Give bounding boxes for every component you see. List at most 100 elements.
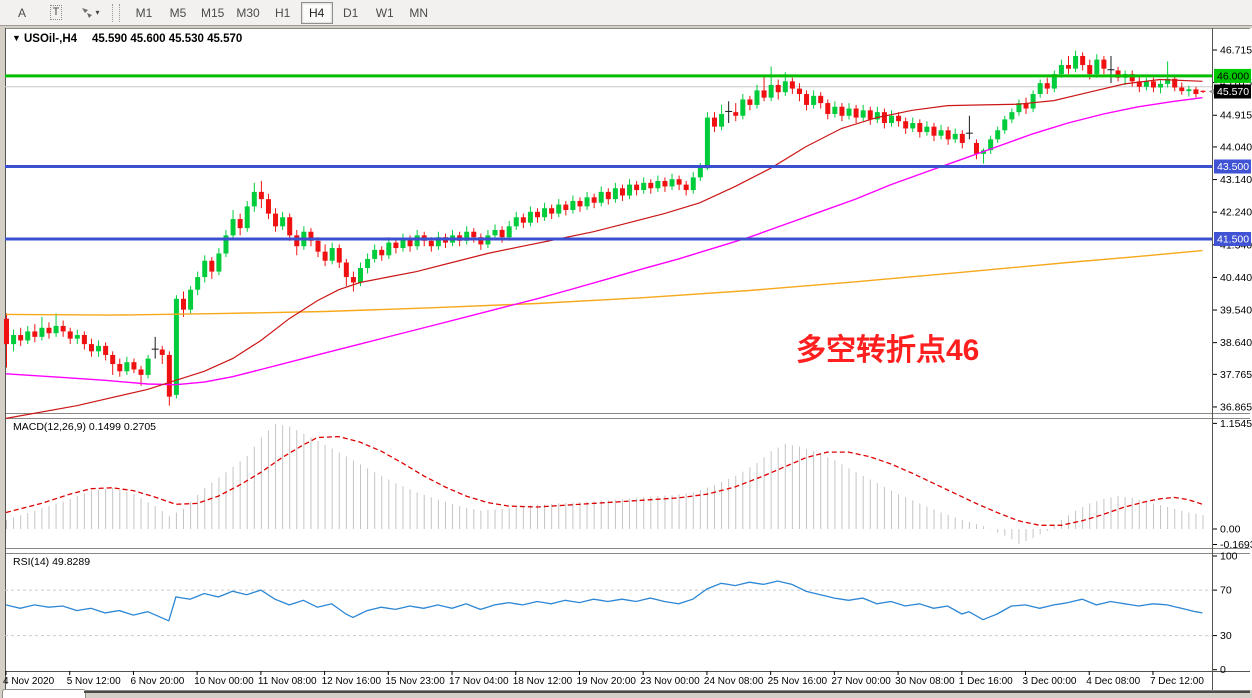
candle-body [96,345,102,352]
collapse-arrow-icon[interactable]: ▼ [12,33,21,43]
date-axis-label: 5 Nov 12:00 [67,676,121,687]
candle-body [223,235,229,254]
timeframe-M1[interactable]: M1 [135,5,153,20]
candle-body [761,90,767,98]
candle-body [1058,65,1064,75]
candle-body [513,217,519,227]
chart-tab[interactable] [2,689,86,698]
candle-body [393,242,399,249]
candle-body [662,181,668,187]
ma-slow-line[interactable] [5,249,1203,316]
chart-canvas[interactable]: 46.71545.81544.91544.04043.14042.24041.3… [0,26,1252,698]
candle-body [945,130,951,140]
candle-body [924,126,930,133]
chart-annotation-text[interactable]: 多空转折点46 [796,334,979,367]
candle-body [209,260,215,272]
timeframe-H1[interactable]: H1 [275,5,291,20]
date-axis-label: 19 Nov 20:00 [576,676,636,687]
candle-body [959,133,965,143]
candle-body [138,369,144,375]
ma-fast-line[interactable] [5,78,1203,419]
timeframe-M15[interactable]: M15 [201,5,225,20]
candle-body [542,208,548,218]
dotted-t-icon: T [49,5,63,20]
candle-body [655,181,661,189]
candle-body [527,211,533,223]
candle-body [669,179,675,187]
candle-body [1193,89,1199,95]
candle-body [796,88,802,95]
candle-body [605,191,611,200]
price-axis[interactable]: 46.71545.81544.91544.04043.14042.24041.3… [1213,45,1252,414]
timeframe-M30[interactable]: M30 [236,5,260,20]
tab-bar-divider [84,691,1250,693]
candle-body [874,112,880,120]
candle-body [471,231,477,238]
candle-body [386,242,392,256]
candle-body [74,335,80,339]
candle-body [549,208,555,214]
candle-body [294,235,300,247]
candle-body [244,206,250,229]
price-axis-label: 44.040 [1220,141,1252,153]
macd-axis-label: 1.1545 [1220,418,1252,430]
date-axis-label: 4 Dec 08:00 [1086,676,1140,687]
toolbar-grip[interactable] [112,3,120,22]
candle-body [690,177,696,191]
candle-body [67,331,73,339]
candle-body [1087,65,1093,75]
candle-body [832,106,838,114]
candle-body [379,249,385,256]
text-label-tool-button[interactable]: A [17,5,26,20]
candle-body [11,335,17,345]
draw-arrows-button[interactable]: ▾ [74,2,106,24]
text-box-tool-button[interactable]: T [40,2,72,24]
candle-body [478,237,484,245]
candle-body [110,354,116,365]
timeframe-D1[interactable]: D1 [343,5,359,20]
candle-body [1172,78,1178,88]
candle-body [230,219,236,236]
candle-body [329,248,335,261]
candle-body [464,231,470,241]
candle-body [1129,74,1135,82]
candle-body [1094,59,1100,75]
candle-body [768,84,774,98]
timeframe-toolbar: M1 M5 M15 M30 H1 H4 D1 W1 MN [128,1,435,24]
macd-panel[interactable]: 1.1545 0.00 -0.1693 [5,418,1252,551]
price-axis-label: 37.765 [1220,369,1252,381]
date-axis-label: 4 Nov 2020 [3,676,55,687]
timeframe-M5[interactable]: M5 [169,5,187,20]
timeframe-W1[interactable]: W1 [375,5,394,20]
candle-body [1023,103,1029,109]
candle-body [641,182,647,191]
candle-body [173,298,179,395]
timeframe-H4[interactable]: H4 [300,1,333,24]
candle-body [237,219,243,229]
date-axis-label: 1 Dec 16:00 [959,676,1013,687]
candle-body [612,188,618,200]
candle-body [39,327,45,337]
candle-body [202,260,208,278]
price-axis-label: 44.915 [1220,110,1252,122]
price-label-box-text: 46.000 [1217,70,1249,82]
candle-body [1200,90,1206,92]
candle-body [825,103,831,114]
price-axis-label: 43.140 [1220,174,1252,186]
candle-body [938,130,944,136]
candle-body [860,110,866,118]
candle-body [683,184,689,191]
candle-body [166,354,172,397]
candle-body [988,139,994,151]
date-axis-label: 27 Nov 00:00 [831,676,891,687]
candle-body [365,258,371,268]
timeframe-MN[interactable]: MN [409,5,429,20]
rsi-panel[interactable]: 100 70 30 0 [5,551,1238,677]
price-axis-label: 40.440 [1220,272,1252,284]
price-axis-label: 38.640 [1220,337,1252,349]
candle-body [258,191,264,200]
ma-mid-line[interactable] [5,97,1203,386]
date-axis[interactable]: 4 Nov 2020 5 Nov 12:00 6 Nov 20:00 10 Nov 0… [3,671,1204,687]
rsi-axis-label: 100 [1220,551,1238,563]
candle-body [414,235,420,247]
